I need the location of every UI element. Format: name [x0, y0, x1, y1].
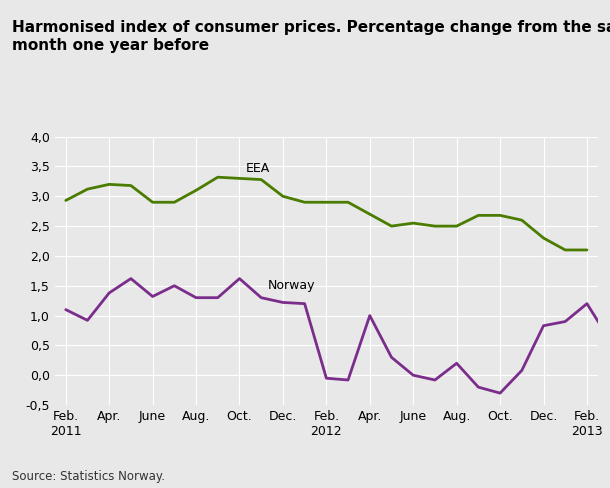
- Text: EEA: EEA: [246, 163, 270, 175]
- Text: Harmonised index of consumer prices. Percentage change from the same
month one y: Harmonised index of consumer prices. Per…: [12, 20, 610, 53]
- Text: Source: Statistics Norway.: Source: Statistics Norway.: [12, 470, 165, 483]
- Text: Norway: Norway: [268, 279, 315, 292]
